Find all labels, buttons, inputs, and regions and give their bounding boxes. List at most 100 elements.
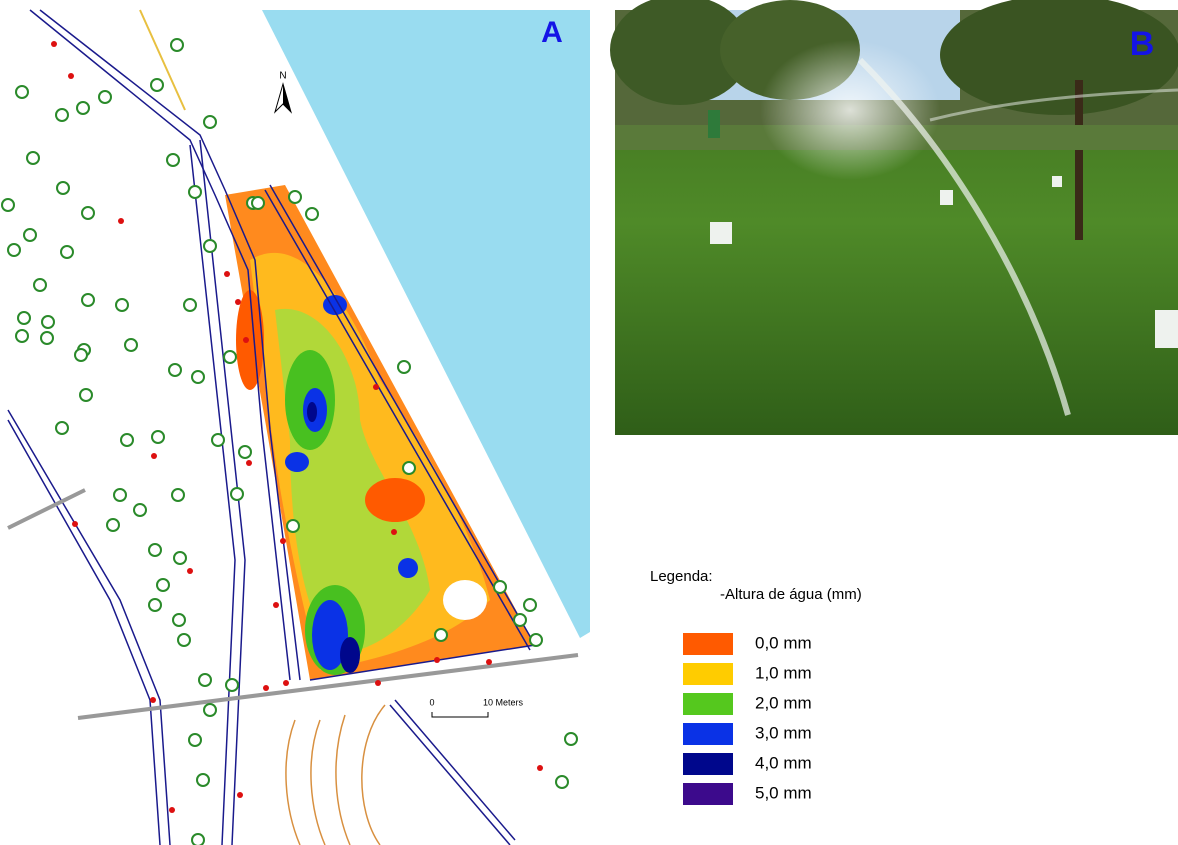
tree — [564, 732, 578, 746]
tree — [288, 190, 302, 204]
marker — [150, 697, 156, 703]
photo-panel: B — [610, 0, 1178, 435]
marker — [72, 521, 78, 527]
tree — [305, 207, 319, 221]
legend-swatch — [683, 693, 733, 715]
tree — [15, 329, 29, 343]
legend-label: 0,0 mm — [755, 633, 812, 652]
legend-subtitle: -Altura de água (mm) — [720, 586, 862, 603]
tree — [17, 311, 31, 325]
tree — [76, 101, 90, 115]
marker — [246, 460, 252, 466]
marker — [243, 337, 249, 343]
scale-bar — [431, 712, 489, 718]
tree — [81, 206, 95, 220]
marker — [373, 384, 379, 390]
path — [77, 653, 579, 720]
marker — [391, 529, 397, 535]
marker — [434, 657, 440, 663]
legend-swatch — [683, 753, 733, 775]
tree — [198, 673, 212, 687]
marker — [151, 453, 157, 459]
tree — [211, 433, 225, 447]
arcs — [285, 704, 386, 845]
scale-label: 0 — [429, 697, 434, 707]
tree — [79, 388, 93, 402]
tree — [124, 338, 138, 352]
tree — [150, 78, 164, 92]
roads — [7, 9, 537, 845]
tree — [188, 185, 202, 199]
tree — [106, 518, 120, 532]
tree — [56, 181, 70, 195]
marker — [273, 602, 279, 608]
tree — [166, 153, 180, 167]
tree — [203, 239, 217, 253]
tree — [402, 461, 416, 475]
tree — [225, 678, 239, 692]
tree — [33, 278, 47, 292]
tree — [238, 445, 252, 459]
tree — [170, 38, 184, 52]
legend-swatch — [683, 663, 733, 685]
tree — [203, 115, 217, 129]
scale-label: 10 Meters — [483, 697, 524, 707]
tree — [40, 331, 54, 345]
tree — [223, 350, 237, 364]
legend-label: 4,0 mm — [755, 753, 812, 772]
tree — [151, 430, 165, 444]
tree — [148, 598, 162, 612]
tree — [98, 90, 112, 104]
tree — [1, 198, 15, 212]
north-arrow — [283, 84, 291, 112]
legend: Legenda: -Altura de água (mm) 0,0 mm 1,0 … — [650, 568, 862, 805]
panel-label: B — [1130, 25, 1155, 63]
tree — [26, 151, 40, 165]
legend-label: 1,0 mm — [755, 663, 812, 682]
tree — [191, 370, 205, 384]
tree — [523, 598, 537, 612]
marker — [537, 765, 543, 771]
tree — [529, 633, 543, 647]
marker — [68, 73, 74, 79]
tree — [41, 315, 55, 329]
marker — [283, 680, 289, 686]
marker — [118, 218, 124, 224]
tree — [230, 487, 244, 501]
marker — [280, 538, 286, 544]
tree — [148, 543, 162, 557]
trees — [1, 38, 578, 845]
tree — [555, 775, 569, 789]
tree — [113, 488, 127, 502]
tree — [156, 578, 170, 592]
tree — [171, 488, 185, 502]
marker — [375, 680, 381, 686]
tree — [74, 348, 88, 362]
north-label: N — [279, 71, 286, 82]
tree — [434, 628, 448, 642]
tree — [286, 519, 300, 533]
tree — [191, 833, 205, 845]
marker — [486, 659, 492, 665]
tree — [60, 245, 74, 259]
marker — [263, 685, 269, 691]
tree — [397, 360, 411, 374]
tree — [183, 298, 197, 312]
tree — [168, 363, 182, 377]
path — [7, 488, 86, 530]
marker — [187, 568, 193, 574]
marker — [51, 41, 57, 47]
legend-swatch — [683, 783, 733, 805]
marker — [224, 271, 230, 277]
tree — [120, 433, 134, 447]
legend-label: 3,0 mm — [755, 723, 812, 742]
marker — [237, 792, 243, 798]
water — [262, 10, 590, 638]
tree — [177, 633, 191, 647]
marker — [235, 299, 241, 305]
legend-swatch — [683, 723, 733, 745]
legend-label: 2,0 mm — [755, 693, 812, 712]
tree — [55, 108, 69, 122]
tree — [188, 733, 202, 747]
